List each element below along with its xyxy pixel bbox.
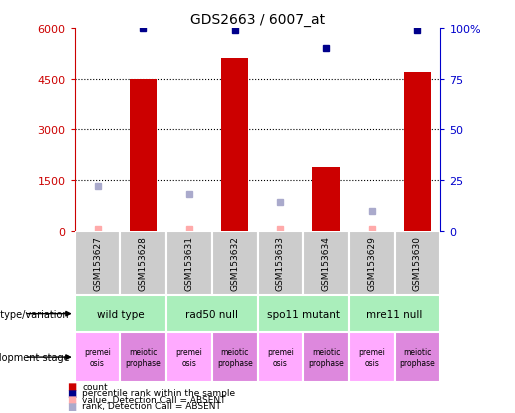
Text: spo11 mutant: spo11 mutant xyxy=(267,309,340,319)
Text: GSM153629: GSM153629 xyxy=(367,236,376,291)
Bar xyxy=(166,295,258,332)
Text: ■: ■ xyxy=(67,401,76,411)
Bar xyxy=(349,231,394,295)
Text: GSM153631: GSM153631 xyxy=(184,236,194,291)
Bar xyxy=(75,231,121,295)
Bar xyxy=(166,231,212,295)
Bar xyxy=(258,231,303,295)
Bar xyxy=(75,295,166,332)
Bar xyxy=(212,332,258,382)
Bar xyxy=(121,231,166,295)
Bar xyxy=(129,79,157,231)
Text: GSM153630: GSM153630 xyxy=(413,236,422,291)
Bar xyxy=(394,332,440,382)
Bar xyxy=(212,231,258,295)
Bar xyxy=(404,73,431,231)
Text: wild type: wild type xyxy=(97,309,144,319)
Text: rad50 null: rad50 null xyxy=(185,309,238,319)
Text: meiotic
prophase: meiotic prophase xyxy=(125,348,161,367)
Text: premei
osis: premei osis xyxy=(176,348,202,367)
Bar xyxy=(221,59,248,231)
Bar xyxy=(394,231,440,295)
Bar xyxy=(303,332,349,382)
Bar xyxy=(166,332,212,382)
Text: premei
osis: premei osis xyxy=(84,348,111,367)
Bar xyxy=(312,167,340,231)
Bar xyxy=(303,231,349,295)
Text: GSM153633: GSM153633 xyxy=(276,236,285,291)
Text: rank, Detection Call = ABSENT: rank, Detection Call = ABSENT xyxy=(82,401,221,411)
Text: GSM153634: GSM153634 xyxy=(321,236,331,291)
Bar xyxy=(75,332,121,382)
Text: ■: ■ xyxy=(67,381,76,391)
Text: ■: ■ xyxy=(67,394,76,404)
Text: genotype/variation: genotype/variation xyxy=(0,309,70,319)
Title: GDS2663 / 6007_at: GDS2663 / 6007_at xyxy=(190,12,325,26)
Text: mre11 null: mre11 null xyxy=(367,309,423,319)
Text: GSM153627: GSM153627 xyxy=(93,236,102,291)
Text: meiotic
prophase: meiotic prophase xyxy=(308,348,344,367)
Text: GSM153632: GSM153632 xyxy=(230,236,239,291)
Bar xyxy=(258,295,349,332)
Text: premei
osis: premei osis xyxy=(358,348,385,367)
Text: ■: ■ xyxy=(67,388,76,398)
Text: premei
osis: premei osis xyxy=(267,348,294,367)
Bar xyxy=(349,295,440,332)
Text: meiotic
prophase: meiotic prophase xyxy=(217,348,252,367)
Text: percentile rank within the sample: percentile rank within the sample xyxy=(82,388,235,397)
Text: count: count xyxy=(82,382,108,391)
Text: meiotic
prophase: meiotic prophase xyxy=(400,348,435,367)
Bar xyxy=(121,332,166,382)
Text: GSM153628: GSM153628 xyxy=(139,236,148,291)
Text: development stage: development stage xyxy=(0,352,70,362)
Bar xyxy=(349,332,394,382)
Bar xyxy=(258,332,303,382)
Text: value, Detection Call = ABSENT: value, Detection Call = ABSENT xyxy=(82,395,226,404)
